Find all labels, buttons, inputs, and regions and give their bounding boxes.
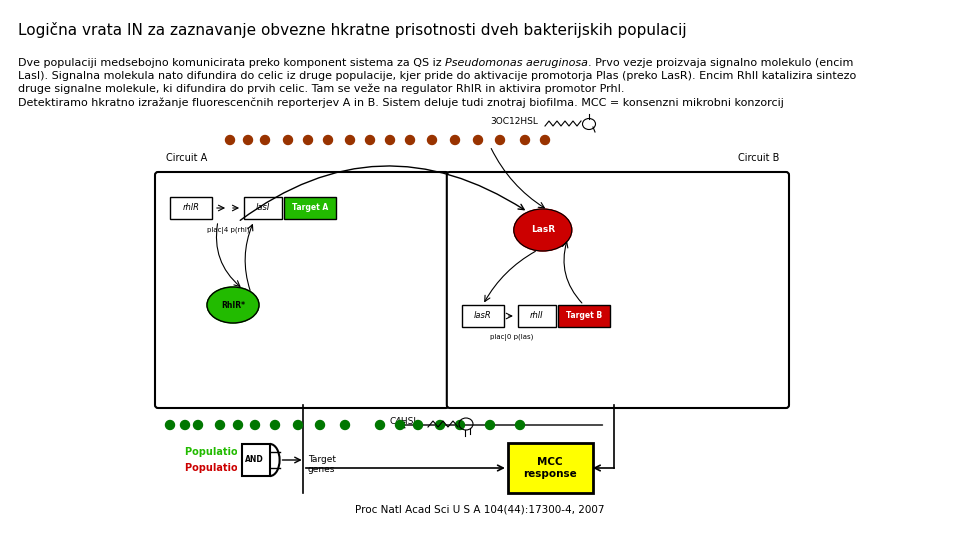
Text: Circuit B: Circuit B — [737, 153, 779, 163]
Text: lasI: lasI — [255, 204, 270, 213]
Circle shape — [450, 136, 460, 145]
Circle shape — [226, 136, 234, 145]
Text: RhIR*: RhIR* — [221, 300, 245, 309]
Circle shape — [244, 136, 252, 145]
FancyBboxPatch shape — [170, 197, 212, 219]
Circle shape — [414, 421, 422, 429]
Text: plac|4 p(rhl): plac|4 p(rhl) — [206, 227, 250, 234]
Circle shape — [215, 421, 225, 429]
Circle shape — [495, 136, 505, 145]
FancyBboxPatch shape — [508, 443, 592, 493]
Text: Target A: Target A — [292, 204, 328, 213]
FancyBboxPatch shape — [237, 442, 270, 478]
Text: AND: AND — [245, 456, 263, 464]
Text: Target B: Target B — [565, 312, 602, 321]
Text: C4HSL: C4HSL — [390, 417, 420, 426]
FancyBboxPatch shape — [242, 444, 270, 476]
Circle shape — [436, 421, 444, 429]
Circle shape — [427, 136, 437, 145]
Circle shape — [346, 136, 354, 145]
Text: Population (B): Population (B) — [185, 463, 264, 473]
Circle shape — [251, 421, 259, 429]
Circle shape — [316, 421, 324, 429]
Text: LasR: LasR — [531, 226, 555, 234]
Circle shape — [165, 421, 175, 429]
FancyBboxPatch shape — [446, 172, 789, 408]
Circle shape — [396, 421, 404, 429]
FancyBboxPatch shape — [155, 172, 449, 408]
Circle shape — [294, 421, 302, 429]
Text: Detektiramo hkratno izražanje fluorescenčnih reporterjev A in B. Sistem deluje t: Detektiramo hkratno izražanje fluorescen… — [18, 97, 784, 107]
Text: druge signalne molekule, ki difundira do prvih celic. Tam se veže na regulator R: druge signalne molekule, ki difundira do… — [18, 84, 625, 94]
Text: Population (A): Population (A) — [185, 447, 265, 457]
Circle shape — [455, 421, 465, 429]
Circle shape — [283, 136, 293, 145]
Circle shape — [233, 421, 243, 429]
Text: 3OC12HSL: 3OC12HSL — [490, 117, 538, 126]
Circle shape — [486, 421, 494, 429]
Circle shape — [260, 136, 270, 145]
Text: rhlR: rhlR — [182, 204, 200, 213]
Text: plac|0 p(las): plac|0 p(las) — [491, 334, 534, 341]
Text: lasR: lasR — [474, 312, 492, 321]
Text: Circuit A: Circuit A — [166, 153, 207, 163]
Circle shape — [324, 136, 332, 145]
FancyBboxPatch shape — [517, 305, 556, 327]
Text: Pseudomonas aeruginosa: Pseudomonas aeruginosa — [445, 58, 588, 68]
Text: Logična vrata IN za zaznavanje obvezne hkratne prisotnosti dveh bakterijskih pop: Logična vrata IN za zaznavanje obvezne h… — [18, 22, 686, 38]
Text: Proc Natl Acad Sci U S A 104(44):17300-4, 2007: Proc Natl Acad Sci U S A 104(44):17300-4… — [355, 505, 605, 515]
Text: rhlI: rhlI — [530, 312, 543, 321]
Circle shape — [341, 421, 349, 429]
Text: Target
genes: Target genes — [307, 455, 336, 475]
Circle shape — [540, 136, 549, 145]
FancyBboxPatch shape — [284, 197, 336, 219]
Circle shape — [386, 136, 395, 145]
Circle shape — [405, 136, 415, 145]
Ellipse shape — [514, 209, 572, 251]
Circle shape — [375, 421, 385, 429]
FancyBboxPatch shape — [558, 305, 610, 327]
Text: Dve populaciji medsebojno komunicirata preko komponent sistema za QS iz: Dve populaciji medsebojno komunicirata p… — [18, 58, 445, 68]
Circle shape — [366, 136, 374, 145]
Ellipse shape — [260, 444, 279, 476]
Circle shape — [520, 136, 530, 145]
FancyBboxPatch shape — [244, 197, 282, 219]
Circle shape — [303, 136, 313, 145]
FancyBboxPatch shape — [462, 305, 504, 327]
Circle shape — [271, 421, 279, 429]
Text: . Prvo vezje proizvaja signalno molekulo (encim: . Prvo vezje proizvaja signalno molekulo… — [588, 58, 853, 68]
Circle shape — [473, 136, 483, 145]
Circle shape — [194, 421, 203, 429]
Text: LasI). Signalna molekula nato difundira do celic iz druge populacije, kjer pride: LasI). Signalna molekula nato difundira … — [18, 71, 856, 81]
Circle shape — [516, 421, 524, 429]
Text: MCC
response: MCC response — [523, 457, 577, 479]
Circle shape — [180, 421, 189, 429]
Ellipse shape — [207, 287, 259, 323]
